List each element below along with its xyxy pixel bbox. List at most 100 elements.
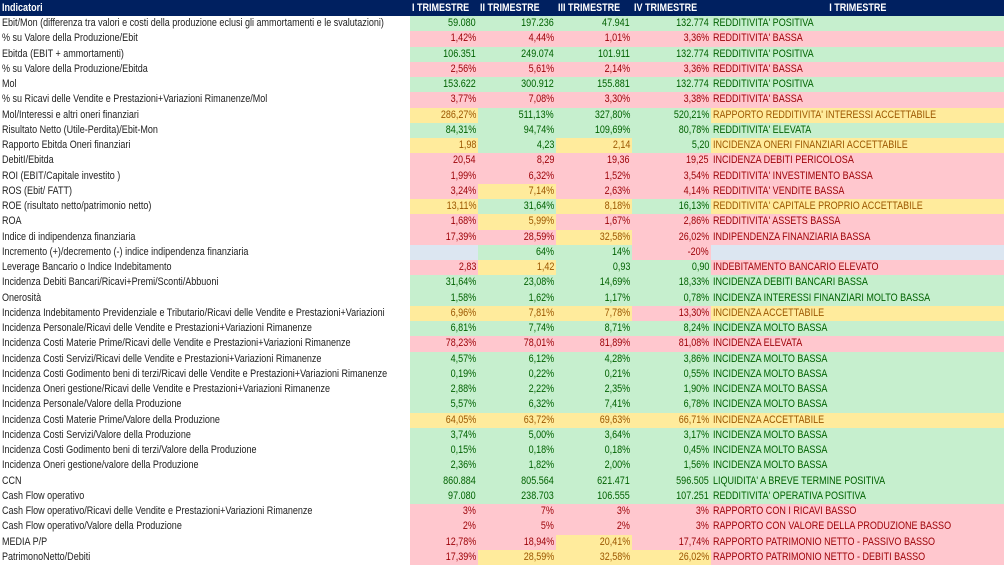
status-cell[interactable]: RAPPORTO REDDITIVITA' INTERESSI ACCETTAB… xyxy=(711,107,1004,123)
value-cell-q3[interactable]: 0,93 xyxy=(556,260,632,276)
value-cell-q1[interactable]: 2,83 xyxy=(410,260,478,276)
value-cell-q4[interactable]: 2,86% xyxy=(632,214,711,230)
indicator-label-cell[interactable]: Onerosità xyxy=(0,290,410,306)
status-cell[interactable]: REDDITIVITA' ELEVATA xyxy=(711,122,1004,138)
indicator-label-cell[interactable]: Incidenza Costi Godimento beni di terzi/… xyxy=(0,366,410,382)
value-cell-q3[interactable]: 4,28% xyxy=(556,351,632,367)
indicator-label-cell[interactable]: Ebitda (EBIT + ammortamenti) xyxy=(0,46,410,62)
status-cell[interactable]: INCIDENZA MOLTO BASSA xyxy=(711,427,1004,443)
value-cell-q3[interactable]: 19,36 xyxy=(556,153,632,169)
value-cell-q3[interactable]: 20,41% xyxy=(556,534,632,550)
value-cell-q2[interactable]: 7,14% xyxy=(478,183,556,199)
indicator-label-cell[interactable]: ROI (EBIT/Capitale investito ) xyxy=(0,168,410,184)
value-cell-q2[interactable]: 5% xyxy=(478,519,556,535)
value-cell-q4[interactable]: 0,45% xyxy=(632,443,711,459)
value-cell-q3[interactable]: 1,52% xyxy=(556,168,632,184)
value-cell-q1[interactable]: 2,56% xyxy=(410,61,478,77)
indicator-label-cell[interactable]: ROS (Ebit/ FATT) xyxy=(0,183,410,199)
value-cell-q1[interactable]: 3,74% xyxy=(410,427,478,443)
indicator-label-cell[interactable]: DebitI/Ebitda xyxy=(0,153,410,169)
value-cell-q3[interactable]: 2,00% xyxy=(556,458,632,474)
status-cell[interactable]: REDDITIVITA' BASSA xyxy=(711,31,1004,47)
status-cell[interactable]: INCIDENZA ONERI FINANZIARI ACCETTABILE xyxy=(711,138,1004,154)
value-cell-q4[interactable]: 3% xyxy=(632,519,711,535)
value-cell-q1[interactable]: 286,27% xyxy=(410,107,478,123)
value-cell-q4[interactable]: 0,55% xyxy=(632,366,711,382)
value-cell-q2[interactable]: 0,22% xyxy=(478,366,556,382)
value-cell-q1[interactable]: 1,58% xyxy=(410,290,478,306)
indicator-label-cell[interactable]: ROA xyxy=(0,214,410,230)
value-cell-q3[interactable]: 0,18% xyxy=(556,443,632,459)
value-cell-q1[interactable]: 1,42% xyxy=(410,31,478,47)
status-cell[interactable]: INCIDENZA MOLTO BASSA xyxy=(711,397,1004,413)
status-cell[interactable]: REDDITIVITA' POSITIVA xyxy=(711,16,1004,32)
value-cell-q4[interactable]: 6,78% xyxy=(632,397,711,413)
value-cell-q2[interactable]: 2,22% xyxy=(478,382,556,398)
indicator-label-cell[interactable]: Incidenza Costi Servizi/Valore della Pro… xyxy=(0,427,410,443)
value-cell-q3[interactable]: 2% xyxy=(556,519,632,535)
value-cell-q4[interactable]: 1,90% xyxy=(632,382,711,398)
value-cell-q2[interactable]: 7,81% xyxy=(478,305,556,321)
status-cell[interactable]: RAPPORTO PATRIMONIO NETTO - DEBITI BASSO xyxy=(711,549,1004,565)
value-cell-q3[interactable]: 14,69% xyxy=(556,275,632,291)
value-cell-q4[interactable]: 1,56% xyxy=(632,458,711,474)
value-cell-q4[interactable]: 19,25 xyxy=(632,153,711,169)
value-cell-q2[interactable]: 0,18% xyxy=(478,443,556,459)
value-cell-q3[interactable]: 14% xyxy=(556,244,632,260)
value-cell-q2[interactable]: 18,94% xyxy=(478,534,556,550)
indicator-label-cell[interactable]: ROE (risultato netto/patrimonio netto) xyxy=(0,199,410,215)
indicator-label-cell[interactable]: Cash Flow operativo/Valore della Produzi… xyxy=(0,519,410,535)
value-cell-q2[interactable]: 5,99% xyxy=(478,214,556,230)
status-cell[interactable]: REDDITIVITA' INVESTIMENTO BASSA xyxy=(711,168,1004,184)
indicator-label-cell[interactable]: CCN xyxy=(0,473,410,489)
value-cell-q4[interactable]: 8,24% xyxy=(632,321,711,337)
indicator-label-cell[interactable]: Cash Flow operativo xyxy=(0,488,410,504)
status-cell[interactable]: RAPPORTO CON I RICAVI BASSO xyxy=(711,504,1004,520)
value-cell-q2[interactable]: 197.236 xyxy=(478,16,556,32)
value-cell-q2[interactable]: 63,72% xyxy=(478,412,556,428)
value-cell-q1[interactable]: 2,36% xyxy=(410,458,478,474)
value-cell-q3[interactable]: 1,67% xyxy=(556,214,632,230)
value-cell-q1[interactable]: 78,23% xyxy=(410,336,478,352)
value-cell-q4[interactable]: 3,36% xyxy=(632,31,711,47)
value-cell-q4[interactable]: 80,78% xyxy=(632,122,711,138)
value-cell-q2[interactable]: 1,62% xyxy=(478,290,556,306)
indicator-label-cell[interactable]: Indice di indipendenza finanziaria xyxy=(0,229,410,245)
status-cell[interactable]: INCIDENZA MOLTO BASSA xyxy=(711,382,1004,398)
value-cell-q1[interactable]: 5,57% xyxy=(410,397,478,413)
value-cell-q2[interactable]: 6,12% xyxy=(478,351,556,367)
value-cell-q1[interactable] xyxy=(410,244,478,260)
indicator-label-cell[interactable]: Incidenza Costi Materie Prime/Ricavi del… xyxy=(0,336,410,352)
value-cell-q1[interactable]: 64,05% xyxy=(410,412,478,428)
value-cell-q1[interactable]: 59.080 xyxy=(410,16,478,32)
indicator-label-cell[interactable]: Incidenza Costi Godimento beni di terzi/… xyxy=(0,443,410,459)
status-cell[interactable] xyxy=(711,244,1004,260)
value-cell-q2[interactable]: 23,08% xyxy=(478,275,556,291)
indicator-label-cell[interactable]: MEDIA P/P xyxy=(0,534,410,550)
value-cell-q3[interactable]: 1,01% xyxy=(556,31,632,47)
value-cell-q2[interactable]: 64% xyxy=(478,244,556,260)
value-cell-q1[interactable]: 3,24% xyxy=(410,183,478,199)
value-cell-q2[interactable]: 300.912 xyxy=(478,77,556,93)
value-cell-q1[interactable]: 20,54 xyxy=(410,153,478,169)
indicator-label-cell[interactable]: Incidenza Debiti Bancari/Ricavi+Premi/Sc… xyxy=(0,275,410,291)
status-cell[interactable]: INDIPENDENZA FINANZIARIA BASSA xyxy=(711,229,1004,245)
status-cell[interactable]: INCIDENZA DEBITI PERICOLOSA xyxy=(711,153,1004,169)
value-cell-q2[interactable]: 31,64% xyxy=(478,199,556,215)
indicator-label-cell[interactable]: Incidenza Personale/Valore della Produzi… xyxy=(0,397,410,413)
value-cell-q1[interactable]: 1,99% xyxy=(410,168,478,184)
value-cell-q4[interactable]: 26,02% xyxy=(632,229,711,245)
value-cell-q2[interactable]: 6,32% xyxy=(478,168,556,184)
value-cell-q2[interactable]: 6,32% xyxy=(478,397,556,413)
status-cell[interactable]: INCIDENZA INTERESSI FINANZIARI MOLTO BAS… xyxy=(711,290,1004,306)
value-cell-q4[interactable]: 3,86% xyxy=(632,351,711,367)
value-cell-q3[interactable]: 101.911 xyxy=(556,46,632,62)
value-cell-q1[interactable]: 97.080 xyxy=(410,488,478,504)
indicator-label-cell[interactable]: Incremento (+)/decremento (-) indice ind… xyxy=(0,244,410,260)
indicator-label-cell[interactable]: Incidenza Indebitamento Previdenziale e … xyxy=(0,305,410,321)
value-cell-q3[interactable]: 2,35% xyxy=(556,382,632,398)
value-cell-q3[interactable]: 81,89% xyxy=(556,336,632,352)
value-cell-q2[interactable]: 5,61% xyxy=(478,61,556,77)
value-cell-q3[interactable]: 106.555 xyxy=(556,488,632,504)
value-cell-q3[interactable]: 3% xyxy=(556,504,632,520)
